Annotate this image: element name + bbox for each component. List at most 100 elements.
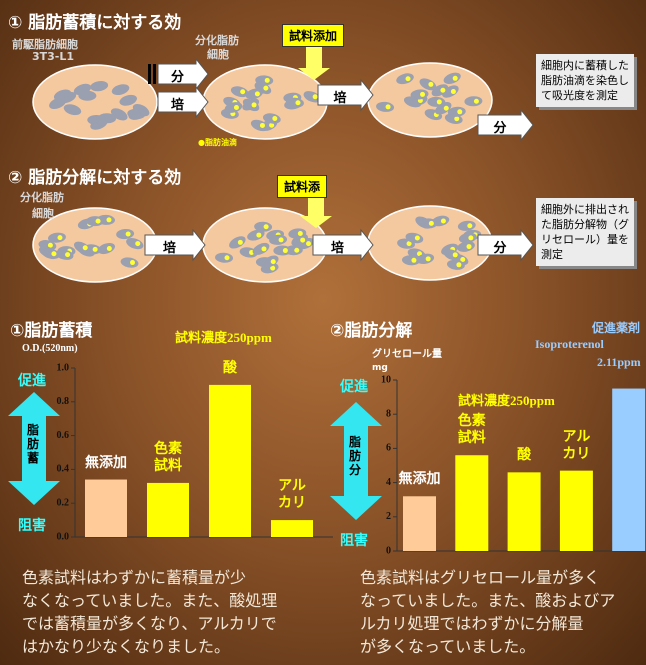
y-tick-label: 0.0 xyxy=(57,531,70,542)
y-tick-label: 6 xyxy=(386,443,391,454)
cell xyxy=(416,253,435,265)
oil-drop xyxy=(224,255,230,261)
category-label: 酸 xyxy=(223,359,237,376)
y-label: O.D.(520nm) xyxy=(22,343,78,354)
cell xyxy=(410,89,429,100)
oil-drop xyxy=(468,235,474,241)
cell-label: 分化脂肪 xyxy=(195,34,239,47)
cell xyxy=(42,248,60,260)
paragraph-line: なっていました。また、酸およびア xyxy=(360,591,616,610)
cell xyxy=(447,106,466,117)
cell xyxy=(457,241,475,252)
bar xyxy=(455,455,489,551)
category-label: 無添加 xyxy=(85,454,127,471)
oil-drop xyxy=(456,262,462,268)
arrow-label: 脂肪分 xyxy=(349,435,362,477)
arrow-bar xyxy=(148,64,151,84)
arrow xyxy=(157,57,209,91)
double-arrow xyxy=(330,402,382,520)
cell xyxy=(63,104,82,116)
cell xyxy=(98,113,117,124)
arrow-label: 促進 xyxy=(340,379,368,395)
arrow-bar xyxy=(153,64,156,84)
oil-drop xyxy=(240,89,246,95)
cell xyxy=(269,234,288,245)
oil-drop xyxy=(272,116,278,122)
cell xyxy=(443,72,461,84)
oil-drop xyxy=(47,242,53,248)
bar xyxy=(209,384,251,537)
chart-title: ②脂肪分解 xyxy=(330,321,413,341)
y-tick-label: 0.4 xyxy=(57,464,70,475)
cell xyxy=(120,257,139,268)
cell xyxy=(111,84,130,96)
y-unit: mg xyxy=(372,363,388,373)
cell xyxy=(126,237,144,250)
oil-drop xyxy=(312,94,318,100)
oil-drop xyxy=(440,218,446,224)
oil-drop xyxy=(130,260,136,266)
step-label: 分 xyxy=(171,70,185,85)
oil-drop xyxy=(416,251,422,257)
category-label: アル カリ xyxy=(278,478,306,512)
oil-drop xyxy=(95,218,101,224)
arrow-label: 脂肪蓄 xyxy=(27,422,40,465)
annotation: 2.11ppm xyxy=(597,355,641,369)
cell xyxy=(458,232,477,244)
sample-box: 試料添加 xyxy=(282,24,345,47)
paragraph-line: では蓄積量が多くなり、アルカリで xyxy=(22,614,277,633)
cell xyxy=(443,249,461,261)
cell xyxy=(55,249,74,260)
step-label: 培 xyxy=(333,91,347,106)
paragraph-line: 色素試料はグリセロール量が多く xyxy=(360,568,601,587)
oil-drop xyxy=(460,257,466,263)
oil-drop xyxy=(270,259,276,265)
cell xyxy=(376,101,395,112)
cell xyxy=(405,232,424,244)
paragraph-line: ルカリ処理ではわずかに分解量 xyxy=(360,614,584,633)
bar xyxy=(612,388,646,551)
cell xyxy=(396,73,414,85)
oil-drop xyxy=(425,256,431,262)
oil-drop xyxy=(297,230,303,236)
y-tick-label: 0.8 xyxy=(57,396,70,407)
cell xyxy=(250,119,269,132)
cell xyxy=(224,102,243,113)
oil-drop xyxy=(135,241,141,247)
arrow xyxy=(312,228,374,262)
oil-drop xyxy=(436,99,442,105)
arrow xyxy=(144,228,206,262)
arrow-label: 阻害 xyxy=(18,518,46,534)
category-label: 色素 試料 xyxy=(154,440,182,474)
bar xyxy=(507,472,541,551)
cell xyxy=(457,220,476,231)
chart-title: ①脂肪蓄積 xyxy=(10,321,93,341)
y-tick-label: 8 xyxy=(386,408,391,419)
cell xyxy=(262,113,281,124)
bar xyxy=(271,520,313,537)
oil-drop xyxy=(411,257,417,263)
y-tick-label: 0.2 xyxy=(57,497,70,508)
cell xyxy=(435,102,452,115)
oil-drop xyxy=(251,102,257,108)
oil-drop xyxy=(264,77,270,83)
oil-drop xyxy=(452,252,458,258)
cell-label: 3T3-L1 xyxy=(32,50,75,63)
category-label: 色素 試料 xyxy=(457,413,486,447)
oil-drop xyxy=(443,105,449,111)
oil-drop xyxy=(282,248,288,254)
oil-drop xyxy=(428,81,434,87)
oil-drop xyxy=(261,246,267,252)
category-label: 無添加 xyxy=(398,471,441,488)
cell-label: 細胞 xyxy=(207,48,229,61)
cell xyxy=(48,232,66,243)
cell xyxy=(303,91,321,103)
bar xyxy=(147,482,189,537)
oil-drop xyxy=(452,75,458,81)
double-arrow xyxy=(8,392,60,505)
cell xyxy=(254,82,272,95)
oil-drop xyxy=(454,116,460,122)
bar xyxy=(85,479,127,537)
